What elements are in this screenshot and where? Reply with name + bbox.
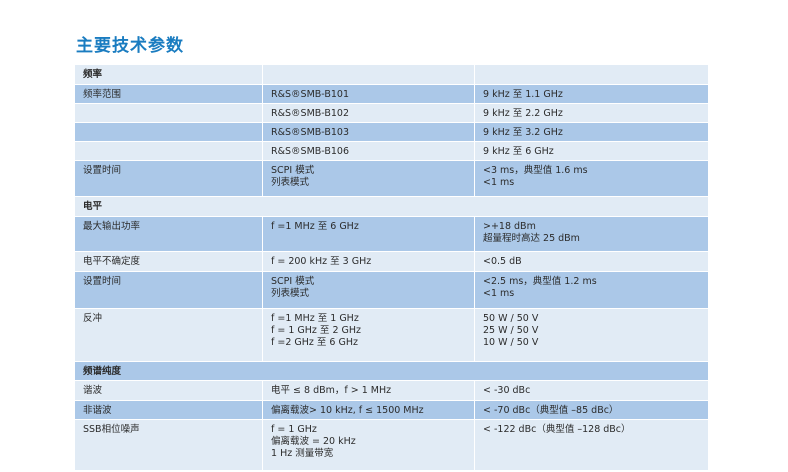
condition-cell: 偏离载波> 10 kHz, f ≤ 1500 MHz xyxy=(263,401,475,419)
condition-line: 1 Hz 测量带宽 xyxy=(271,448,334,459)
condition-line: SCPI 模式 xyxy=(271,165,315,176)
value-cell: <2.5 ms，典型值 1.2 ms <1 ms xyxy=(475,272,708,308)
condition-line: f =2 GHz 至 6 GHz xyxy=(271,337,358,348)
condition-line: 列表模式 xyxy=(271,177,310,188)
value-line: <1 ms xyxy=(483,177,515,188)
condition-cell: f =1 MHz 至 1 GHz f = 1 GHz 至 2 GHz f =2 GH… xyxy=(263,309,475,361)
table-row: 非谐波 偏离载波> 10 kHz, f ≤ 1500 MHz < -70 dBc（典… xyxy=(75,401,708,420)
value-cell: >+18 dBm 超量程时高达 25 dBm xyxy=(475,217,708,251)
page-title: 主要技术参数 xyxy=(76,36,184,56)
value-line: >+18 dBm xyxy=(483,221,536,232)
condition-line: SCPI 模式 xyxy=(271,276,315,287)
section-header: 频谱纯度 xyxy=(83,366,122,377)
value-line: 10 W / 50 V xyxy=(483,337,539,348)
value-line: 9 kHz 至 1.1 GHz xyxy=(483,89,563,100)
condition-cell: R&S®SMB-B101 xyxy=(263,85,475,103)
spec-table: 频率 频率范围 R&S®SMB-B101 9 kHz 至 1.1 GHz R&S®SMB… xyxy=(75,65,708,471)
table-row: 谐波 电平 ≤ 8 dBm，f > 1 MHz < -30 dBc xyxy=(75,381,708,401)
condition-line: f = 1 GHz 至 2 GHz xyxy=(271,325,361,336)
section-header: 频率 xyxy=(75,65,263,84)
table-row: 设置时间 SCPI 模式 列表模式 <3 ms，典型值 1.6 ms <1 ms xyxy=(75,161,708,197)
param-cell xyxy=(75,104,263,122)
param-cell: 频率范围 xyxy=(75,85,263,103)
section-header: 电平 xyxy=(83,201,103,212)
table-row: 电平不确定度 f = 200 kHz 至 3 GHz <0.5 dB xyxy=(75,252,708,272)
value-line: <2.5 ms，典型值 1.2 ms xyxy=(483,276,597,287)
table-row: R&S®SMB-B106 9 kHz 至 6 GHz xyxy=(75,142,708,161)
value-cell: 9 kHz 至 6 GHz xyxy=(475,142,708,160)
value-line: < -70 dBc（典型值 –85 dBc） xyxy=(483,405,619,416)
param-cell xyxy=(75,123,263,141)
value-cell: < -122 dBc（典型值 –128 dBc） xyxy=(475,420,708,470)
condition-line: f = 1 GHz xyxy=(271,424,317,435)
value-cell: 9 kHz 至 2.2 GHz xyxy=(475,104,708,122)
section-header-row: 频谱纯度 xyxy=(75,362,708,381)
value-line: 9 kHz 至 6 GHz xyxy=(483,146,554,157)
param-cell: SSB相位噪声 xyxy=(75,420,263,470)
value-cell: 9 kHz 至 3.2 GHz xyxy=(475,123,708,141)
condition-cell: SCPI 模式 列表模式 xyxy=(263,272,475,308)
condition-line: 偏离载波 = 20 kHz xyxy=(271,436,356,447)
condition-line: 列表模式 xyxy=(271,288,310,299)
condition-cell: 电平 ≤ 8 dBm，f > 1 MHz xyxy=(263,381,475,400)
value-line: < -30 dBc xyxy=(483,385,531,396)
value-line: <3 ms，典型值 1.6 ms xyxy=(483,165,588,176)
condition-cell: R&S®SMB-B102 xyxy=(263,104,475,122)
section-header-row: 电平 xyxy=(75,197,708,217)
table-row: 设置时间 SCPI 模式 列表模式 <2.5 ms，典型值 1.2 ms <1 ms xyxy=(75,272,708,309)
value-cell: <3 ms，典型值 1.6 ms <1 ms xyxy=(475,161,708,196)
condition-line: R&S®SMB-B106 xyxy=(271,146,350,157)
param-cell: 电平不确定度 xyxy=(75,252,263,271)
value-cell: < -70 dBc（典型值 –85 dBc） xyxy=(475,401,708,419)
condition-cell: f =1 MHz 至 6 GHz xyxy=(263,217,475,251)
condition-cell: f = 200 kHz 至 3 GHz xyxy=(263,252,475,271)
section-header-row: 频率 xyxy=(75,65,708,85)
param-cell: 非谐波 xyxy=(75,401,263,419)
condition-line: R&S®SMB-B101 xyxy=(271,89,350,100)
table-row: SSB相位噪声 f = 1 GHz 偏离载波 = 20 kHz 1 Hz 测量带宽 < … xyxy=(75,420,708,471)
table-row: R&S®SMB-B102 9 kHz 至 2.2 GHz xyxy=(75,104,708,123)
value-cell: 9 kHz 至 1.1 GHz xyxy=(475,85,708,103)
empty-cell xyxy=(263,65,475,84)
condition-cell: f = 1 GHz 偏离载波 = 20 kHz 1 Hz 测量带宽 xyxy=(263,420,475,470)
condition-line: 电平 ≤ 8 dBm，f > 1 MHz xyxy=(271,385,392,396)
value-line: 9 kHz 至 2.2 GHz xyxy=(483,108,563,119)
value-cell: 50 W / 50 V 25 W / 50 V 10 W / 50 V xyxy=(475,309,708,361)
value-cell: < -30 dBc xyxy=(475,381,708,400)
condition-line: R&S®SMB-B103 xyxy=(271,127,350,138)
table-row: 最大输出功率 f =1 MHz 至 6 GHz >+18 dBm 超量程时高达 25 … xyxy=(75,217,708,252)
condition-cell: R&S®SMB-B106 xyxy=(263,142,475,160)
condition-line: f =1 MHz 至 1 GHz xyxy=(271,313,359,324)
empty-cell xyxy=(475,65,708,84)
condition-line: 偏离载波> 10 kHz, f ≤ 1500 MHz xyxy=(271,405,424,416)
condition-cell: R&S®SMB-B103 xyxy=(263,123,475,141)
value-line: 超量程时高达 25 dBm xyxy=(483,233,580,244)
table-row: 频率范围 R&S®SMB-B101 9 kHz 至 1.1 GHz xyxy=(75,85,708,104)
param-cell: 设置时间 xyxy=(75,272,263,308)
table-row: R&S®SMB-B103 9 kHz 至 3.2 GHz xyxy=(75,123,708,142)
value-line: 9 kHz 至 3.2 GHz xyxy=(483,127,563,138)
condition-line: R&S®SMB-B102 xyxy=(271,108,350,119)
value-line: <0.5 dB xyxy=(483,256,522,267)
condition-line: f =1 MHz 至 6 GHz xyxy=(271,221,359,232)
param-cell xyxy=(75,142,263,160)
table-row: 反冲 f =1 MHz 至 1 GHz f = 1 GHz 至 2 GHz f =2 … xyxy=(75,309,708,362)
condition-line: f = 200 kHz 至 3 GHz xyxy=(271,256,372,267)
param-cell: 谐波 xyxy=(75,381,263,400)
value-line: 25 W / 50 V xyxy=(483,325,539,336)
value-line: < -122 dBc（典型值 –128 dBc） xyxy=(483,424,631,435)
condition-cell: SCPI 模式 列表模式 xyxy=(263,161,475,196)
value-line: <1 ms xyxy=(483,288,515,299)
param-cell: 设置时间 xyxy=(75,161,263,196)
param-cell: 反冲 xyxy=(75,309,263,361)
value-cell: <0.5 dB xyxy=(475,252,708,271)
param-cell: 最大输出功率 xyxy=(75,217,263,251)
value-line: 50 W / 50 V xyxy=(483,313,539,324)
